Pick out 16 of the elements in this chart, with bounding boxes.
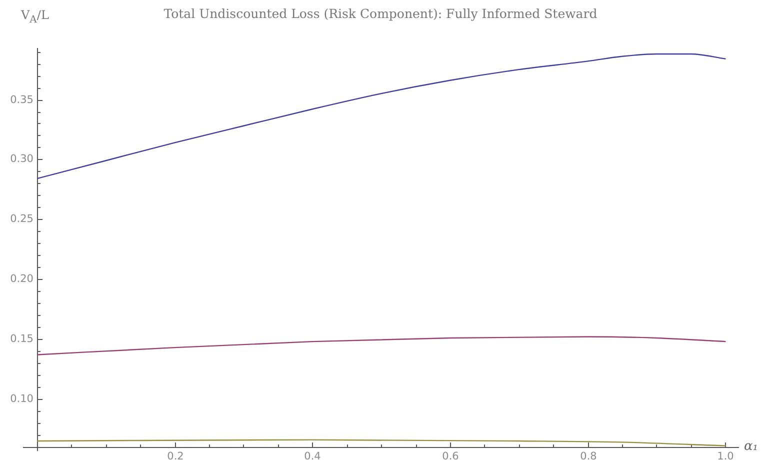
line-series xyxy=(37,53,726,180)
x-tick-label: 0.8 xyxy=(580,450,597,462)
y-tick-label: 0.20 xyxy=(10,273,34,286)
y-tick-label: 0.15 xyxy=(10,333,34,346)
x-tick-label: 1.0 xyxy=(717,450,734,462)
y-axis-title: V$_{A}$/L xyxy=(21,8,49,28)
x-tick-label: 0.2 xyxy=(167,450,184,462)
x-tick-label: 0.4 xyxy=(304,450,322,462)
x-tick-label: 0.6 xyxy=(442,450,460,462)
y-tick-label: 0.35 xyxy=(10,94,34,106)
x-axis-title: α₁ xyxy=(744,439,758,455)
y-tick-label: 0.30 xyxy=(10,153,34,166)
line-series xyxy=(37,336,726,356)
y-tick-label: 0.10 xyxy=(10,393,34,406)
y-tick-label: 0.25 xyxy=(10,213,34,226)
chart-title: Total Undiscounted Loss (Risk Component): Fully Informed Steward xyxy=(164,6,598,21)
